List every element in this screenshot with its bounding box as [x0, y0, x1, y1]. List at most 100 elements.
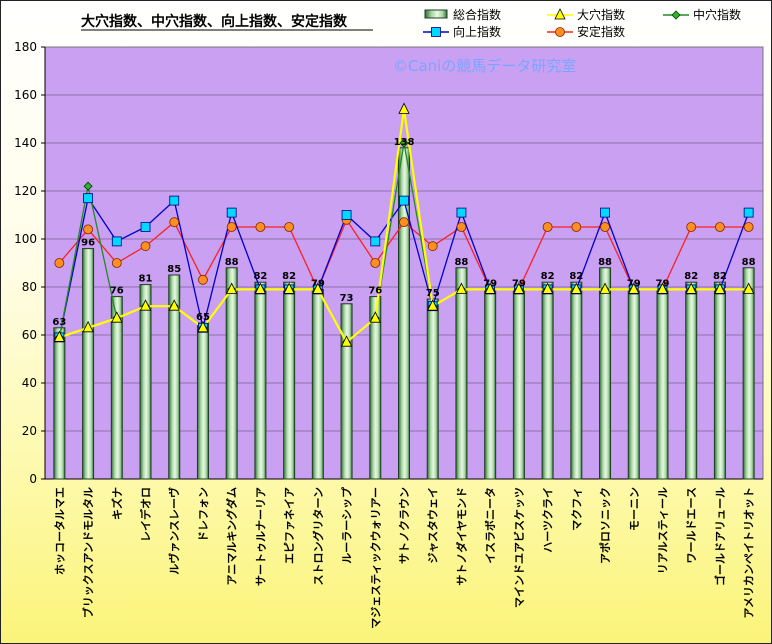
circle-marker	[370, 258, 381, 268]
bar	[455, 267, 468, 480]
x-category-label: モーニン	[628, 487, 641, 531]
x-axis-categories: ホッコータルマエ ブリックスアンドモルタル キズナ レイデオロ ルヴァンスレーヴ ドレフォ…	[53, 486, 755, 629]
x-category-label: サートゥルナーリア	[254, 487, 267, 586]
bar	[340, 303, 353, 480]
x-category-label: マジェスティックウォリアー	[369, 487, 382, 629]
diamond-marker	[83, 181, 93, 191]
bar-value-label: 73	[340, 293, 354, 304]
bar	[283, 281, 296, 480]
bar	[656, 288, 669, 480]
circle-marker	[715, 222, 725, 232]
circle-marker	[600, 222, 610, 232]
circle-marker	[255, 222, 266, 232]
x-category-label: レイデオロ	[139, 487, 153, 542]
bar-value-label: 82	[569, 271, 583, 282]
triangle-marker	[742, 282, 755, 294]
bar-value-label: 88	[225, 257, 239, 268]
triangle-marker	[599, 282, 611, 294]
x-category-label: マインドユアビスケッツ	[512, 487, 526, 608]
bars	[53, 147, 755, 480]
square-marker	[83, 193, 93, 204]
circle-marker	[226, 222, 237, 232]
x-category-label: ストロングリターン	[311, 487, 325, 585]
legend-label: 大穴指数	[577, 7, 625, 22]
bar	[426, 298, 439, 480]
circle-marker	[54, 258, 65, 268]
circle-marker	[399, 217, 409, 228]
diamond-marker	[399, 138, 409, 148]
triangle-marker	[340, 335, 353, 347]
x-category-label: アポロソニック	[598, 487, 612, 564]
legend-label: 安定指数	[577, 24, 625, 39]
x-category-label: ルヴァンスレーヴ	[167, 487, 181, 575]
legend-square-marker	[431, 27, 441, 37]
y-tick-label: 160	[14, 88, 37, 102]
bar-value-label: 88	[742, 257, 756, 268]
triangle-marker	[226, 282, 238, 294]
legend-triangle-marker	[554, 8, 566, 20]
legend-label: 中穴指数	[693, 7, 741, 22]
bar-value-label: 79	[311, 278, 325, 289]
bar-value-label: 138	[394, 137, 415, 148]
square-marker	[456, 207, 467, 218]
square-marker	[341, 210, 352, 220]
triangle-marker	[628, 282, 640, 294]
x-category-label: アニマルキングダム	[225, 487, 239, 585]
bar-value-label: 79	[483, 278, 497, 289]
bar-value-label: 76	[110, 286, 124, 297]
bar-value-label: 81	[139, 274, 153, 285]
legend-diamond-marker	[671, 10, 681, 20]
bar	[570, 281, 583, 480]
bar-value-label: 65	[196, 312, 210, 323]
circle-marker	[686, 222, 697, 232]
y-tick-label: 0	[29, 472, 37, 486]
bar-value-label: 79	[512, 278, 526, 289]
triangle-marker	[484, 282, 496, 294]
bar-value-label: 88	[598, 257, 612, 268]
bar-value-label: 82	[253, 271, 267, 282]
bar-value-label: 82	[541, 271, 555, 282]
bar	[685, 281, 698, 480]
bar-value-label: 79	[627, 278, 641, 289]
bar-value-label: 79	[656, 278, 670, 289]
bar	[369, 296, 382, 480]
circle-marker	[456, 222, 467, 232]
legend-bar-swatch	[424, 9, 448, 19]
bar-value-label: 96	[81, 238, 95, 249]
triangle-marker	[111, 311, 123, 323]
bar	[484, 288, 497, 480]
bar	[110, 296, 123, 480]
bar-value-label: 82	[713, 271, 727, 282]
y-tick-label: 140	[14, 136, 37, 150]
square-marker	[399, 195, 409, 206]
y-tick-label: 40	[22, 376, 37, 390]
triangle-marker	[168, 299, 180, 311]
watermark: ©Caniの競馬データ研究室	[393, 57, 576, 75]
triangle-marker	[82, 320, 94, 333]
circle-marker	[542, 222, 553, 232]
x-category-label: ゴールドアリュール	[713, 487, 727, 586]
x-category-label: サトノクラウン	[398, 487, 411, 564]
triangle-marker	[369, 311, 381, 323]
square-marker	[743, 207, 754, 218]
bar-value-label: 82	[684, 271, 698, 282]
y-tick-label: 120	[14, 184, 37, 198]
x-category-label: ルーラーシップ	[340, 486, 354, 564]
triangle-marker	[685, 282, 697, 294]
bar-value-label: 88	[454, 257, 468, 268]
bar	[512, 288, 525, 480]
square-marker	[169, 195, 180, 206]
circle-marker	[571, 222, 582, 232]
triangle-marker	[283, 282, 295, 294]
y-tick-label: 80	[22, 280, 37, 294]
chart-title: 大穴指数、中穴指数、向上指数、安定指数	[81, 13, 348, 30]
bar	[168, 274, 181, 480]
x-category-label: ドレフォン	[197, 487, 210, 542]
x-category-label: イスラボニータ	[483, 487, 497, 564]
bar	[311, 288, 324, 480]
bar	[196, 322, 209, 480]
bar	[599, 267, 612, 480]
x-category-label: ハーツクライ	[542, 487, 555, 553]
